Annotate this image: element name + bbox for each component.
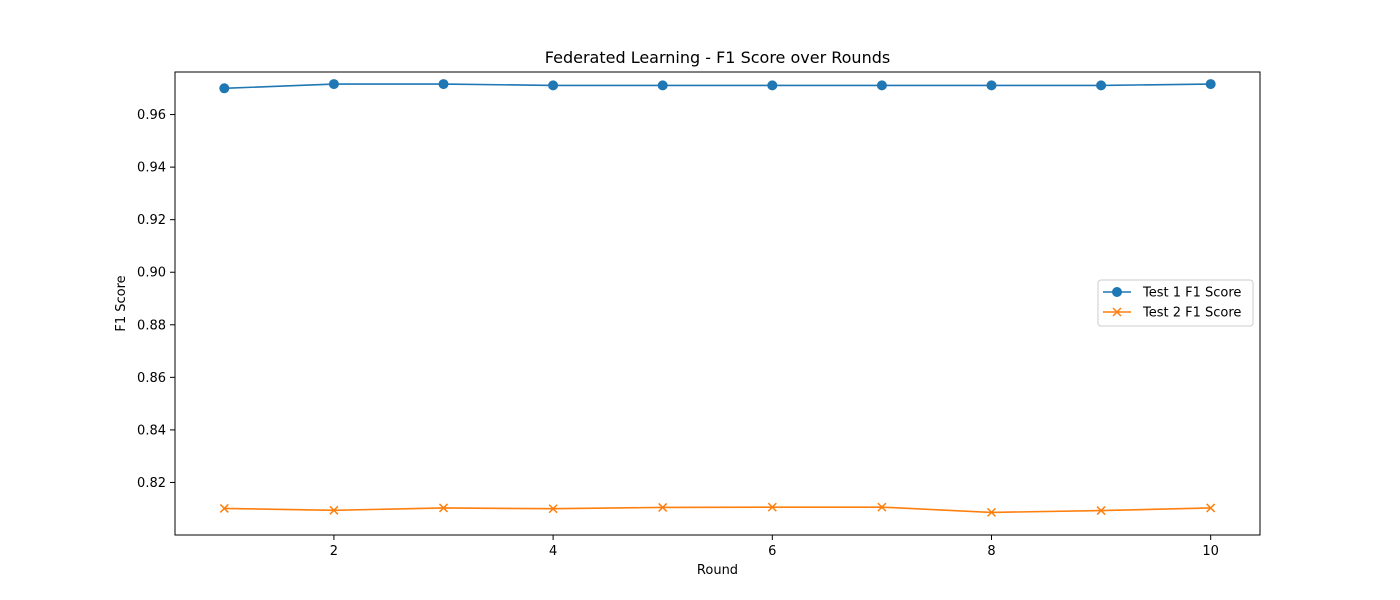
series-2-point xyxy=(986,507,997,517)
series-2-point xyxy=(1206,503,1216,513)
y-tick-label: 0.90 xyxy=(137,266,166,281)
y-tick-label: 0.88 xyxy=(137,318,166,333)
legend-label: Test 2 F1 Score xyxy=(1142,306,1241,321)
series-1-point xyxy=(438,79,449,90)
series-1-point xyxy=(876,80,887,91)
legend-box xyxy=(1097,279,1254,327)
series-1-line xyxy=(224,83,1211,90)
series-1-point xyxy=(767,80,778,91)
series-2-point xyxy=(1096,506,1106,516)
series-1-point xyxy=(657,80,668,91)
x-tick-label: 4 xyxy=(549,544,557,559)
legend: Test 1 F1 Score Test 2 F1 Score xyxy=(1097,279,1254,327)
series-1-point xyxy=(986,80,997,91)
series-2 xyxy=(219,502,1216,517)
x-axis-label: Round xyxy=(697,563,738,578)
series-2-point xyxy=(548,504,558,514)
series-2-line xyxy=(224,506,1211,514)
series-2-point xyxy=(877,502,887,512)
y-tick-label: 0.84 xyxy=(137,423,166,438)
series-1-point xyxy=(1096,80,1107,91)
legend-label: Test 1 F1 Score xyxy=(1142,286,1241,301)
x-tick-label: 8 xyxy=(987,544,995,559)
y-tick-label: 0.82 xyxy=(137,476,166,491)
series-2-point xyxy=(329,505,339,515)
chart-title: Federated Learning - F1 Score over Round… xyxy=(545,48,890,67)
y-axis-label: F1 Score xyxy=(114,275,129,331)
series-1-point xyxy=(219,83,230,94)
x-tick-label: 10 xyxy=(1202,544,1219,559)
series-2-point xyxy=(658,502,668,512)
series-1-point xyxy=(1205,79,1216,90)
y-tick-label: 0.86 xyxy=(137,371,166,386)
series-2-point xyxy=(767,502,777,512)
plot-frame xyxy=(174,71,1261,536)
x-tick-label: 6 xyxy=(768,544,776,559)
legend-marker xyxy=(1112,307,1122,317)
series-1 xyxy=(219,79,1216,94)
y-tick-label: 0.94 xyxy=(137,161,166,176)
series-2-point xyxy=(219,503,229,513)
series-2-point xyxy=(438,503,449,513)
series-1-point xyxy=(548,80,559,91)
y-tick-label: 0.96 xyxy=(137,108,166,123)
y-tick-label: 0.92 xyxy=(137,213,166,228)
legend-marker xyxy=(1112,287,1122,297)
series-1-point xyxy=(328,79,339,90)
x-tick-label: 2 xyxy=(330,544,338,559)
